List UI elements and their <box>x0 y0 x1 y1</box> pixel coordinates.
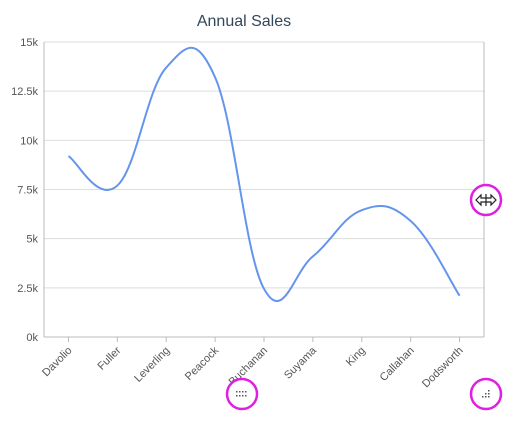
x-tick-label: Fuller <box>96 344 124 372</box>
corner-resize-handle[interactable] <box>469 377 503 411</box>
x-tick-label: Davolio <box>40 345 74 379</box>
y-axis-ticks: 0k 2.5k 5k 7.5k 10k 12.5k 15k <box>11 37 38 344</box>
vertical-resize-handle[interactable] <box>225 377 259 411</box>
x-tick-label: Leverling <box>132 345 172 385</box>
y-tick-label: 0k <box>26 332 38 344</box>
corner-grip-icon <box>482 390 490 398</box>
x-tick-label: King <box>344 345 368 369</box>
y-tick-label: 2.5k <box>17 283 38 295</box>
x-tick-label: Callahan <box>378 345 417 384</box>
x-tick-label: Suyama <box>282 344 320 382</box>
horizontal-resize-cursor-icon <box>475 193 497 207</box>
chart-title: Annual Sales <box>197 13 291 30</box>
horizontal-resize-handle[interactable] <box>469 183 503 217</box>
y-tick-label: 12.5k <box>11 86 38 98</box>
handle-highlight-ring <box>225 377 259 411</box>
y-tick-label: 10k <box>20 135 38 147</box>
y-tick-label: 7.5k <box>17 185 38 197</box>
series-line <box>67 46 461 302</box>
y-tick-label: 5k <box>26 234 38 246</box>
y-tick-label: 15k <box>20 37 38 49</box>
x-tick-label: Dodsworth <box>420 345 466 391</box>
grip-dots-icon <box>236 391 247 397</box>
x-tick-label: Peacock <box>183 344 222 383</box>
